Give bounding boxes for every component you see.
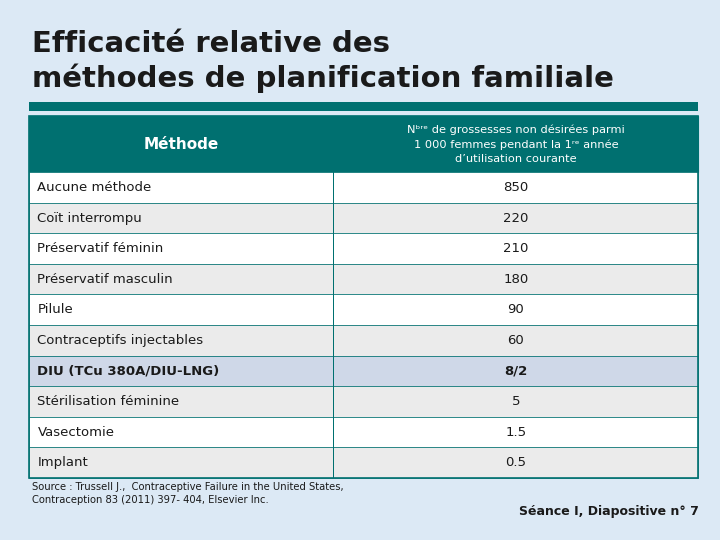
Text: Aucune méthode: Aucune méthode: [37, 181, 152, 194]
Text: 1.5: 1.5: [505, 426, 526, 438]
Text: Coït interrompu: Coït interrompu: [37, 212, 142, 225]
Text: Séance I, Diapositive n° 7: Séance I, Diapositive n° 7: [518, 505, 698, 518]
Text: 90: 90: [508, 303, 524, 316]
Text: Méthode: Méthode: [143, 137, 219, 152]
Text: Nᵇʳᵉ de grossesses non désirées parmi
1 000 femmes pendant la 1ʳᵉ année
d’utilis: Nᵇʳᵉ de grossesses non désirées parmi 1 …: [407, 125, 625, 164]
Text: Contraceptifs injectables: Contraceptifs injectables: [37, 334, 204, 347]
Text: 60: 60: [508, 334, 524, 347]
Text: 5: 5: [512, 395, 520, 408]
Text: Implant: Implant: [37, 456, 88, 469]
Text: Source : Trussell J.,  Contraceptive Failure in the United States,
Contraception: Source : Trussell J., Contraceptive Fail…: [32, 482, 343, 505]
Text: Préservatif féminin: Préservatif féminin: [37, 242, 163, 255]
Text: 8/2: 8/2: [504, 364, 528, 377]
Text: Efficacité relative des
méthodes de planification familiale: Efficacité relative des méthodes de plan…: [32, 30, 613, 93]
Text: 220: 220: [503, 212, 528, 225]
Text: Stérilisation féminine: Stérilisation féminine: [37, 395, 179, 408]
Text: Pilule: Pilule: [37, 303, 73, 316]
Text: 180: 180: [503, 273, 528, 286]
Text: DIU (TCu 380A/DIU-LNG): DIU (TCu 380A/DIU-LNG): [37, 364, 220, 377]
Text: 850: 850: [503, 181, 528, 194]
Text: 0.5: 0.5: [505, 456, 526, 469]
Text: Vasectomie: Vasectomie: [37, 426, 114, 438]
Text: Préservatif masculin: Préservatif masculin: [37, 273, 173, 286]
Text: 210: 210: [503, 242, 528, 255]
